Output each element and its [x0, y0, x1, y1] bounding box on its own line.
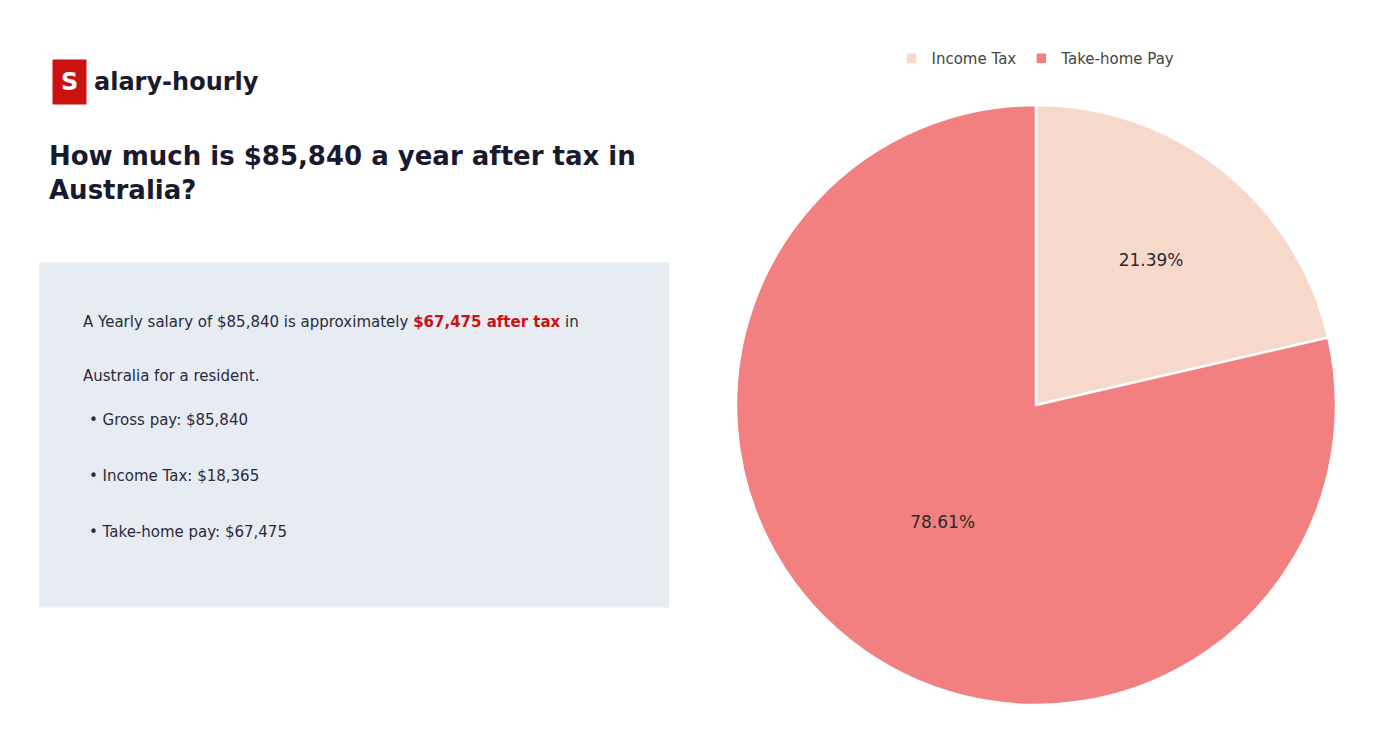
svg-text:alary-hourly: alary-hourly [94, 68, 259, 96]
svg-text:Take-home Pay: Take-home Pay [1060, 50, 1174, 68]
svg-text:A Yearly salary of $85,840 is: A Yearly salary of $85,840 is approximat… [83, 313, 579, 331]
svg-text:• Take-home pay: $67,475: • Take-home pay: $67,475 [89, 523, 287, 541]
svg-text:• Gross pay: $85,840: • Gross pay: $85,840 [89, 411, 248, 429]
svg-text:21.39%: 21.39% [1119, 250, 1184, 270]
svg-text:• Income Tax: $18,365: • Income Tax: $18,365 [89, 467, 259, 485]
svg-text:Australia for a resident.: Australia for a resident. [83, 367, 259, 385]
svg-text:S: S [61, 68, 78, 96]
svg-text:Income Tax: Income Tax [932, 50, 1017, 68]
svg-text:78.61%: 78.61% [910, 512, 975, 532]
svg-text:How much is $85,840 a year aft: How much is $85,840 a year after tax inA… [49, 141, 636, 205]
